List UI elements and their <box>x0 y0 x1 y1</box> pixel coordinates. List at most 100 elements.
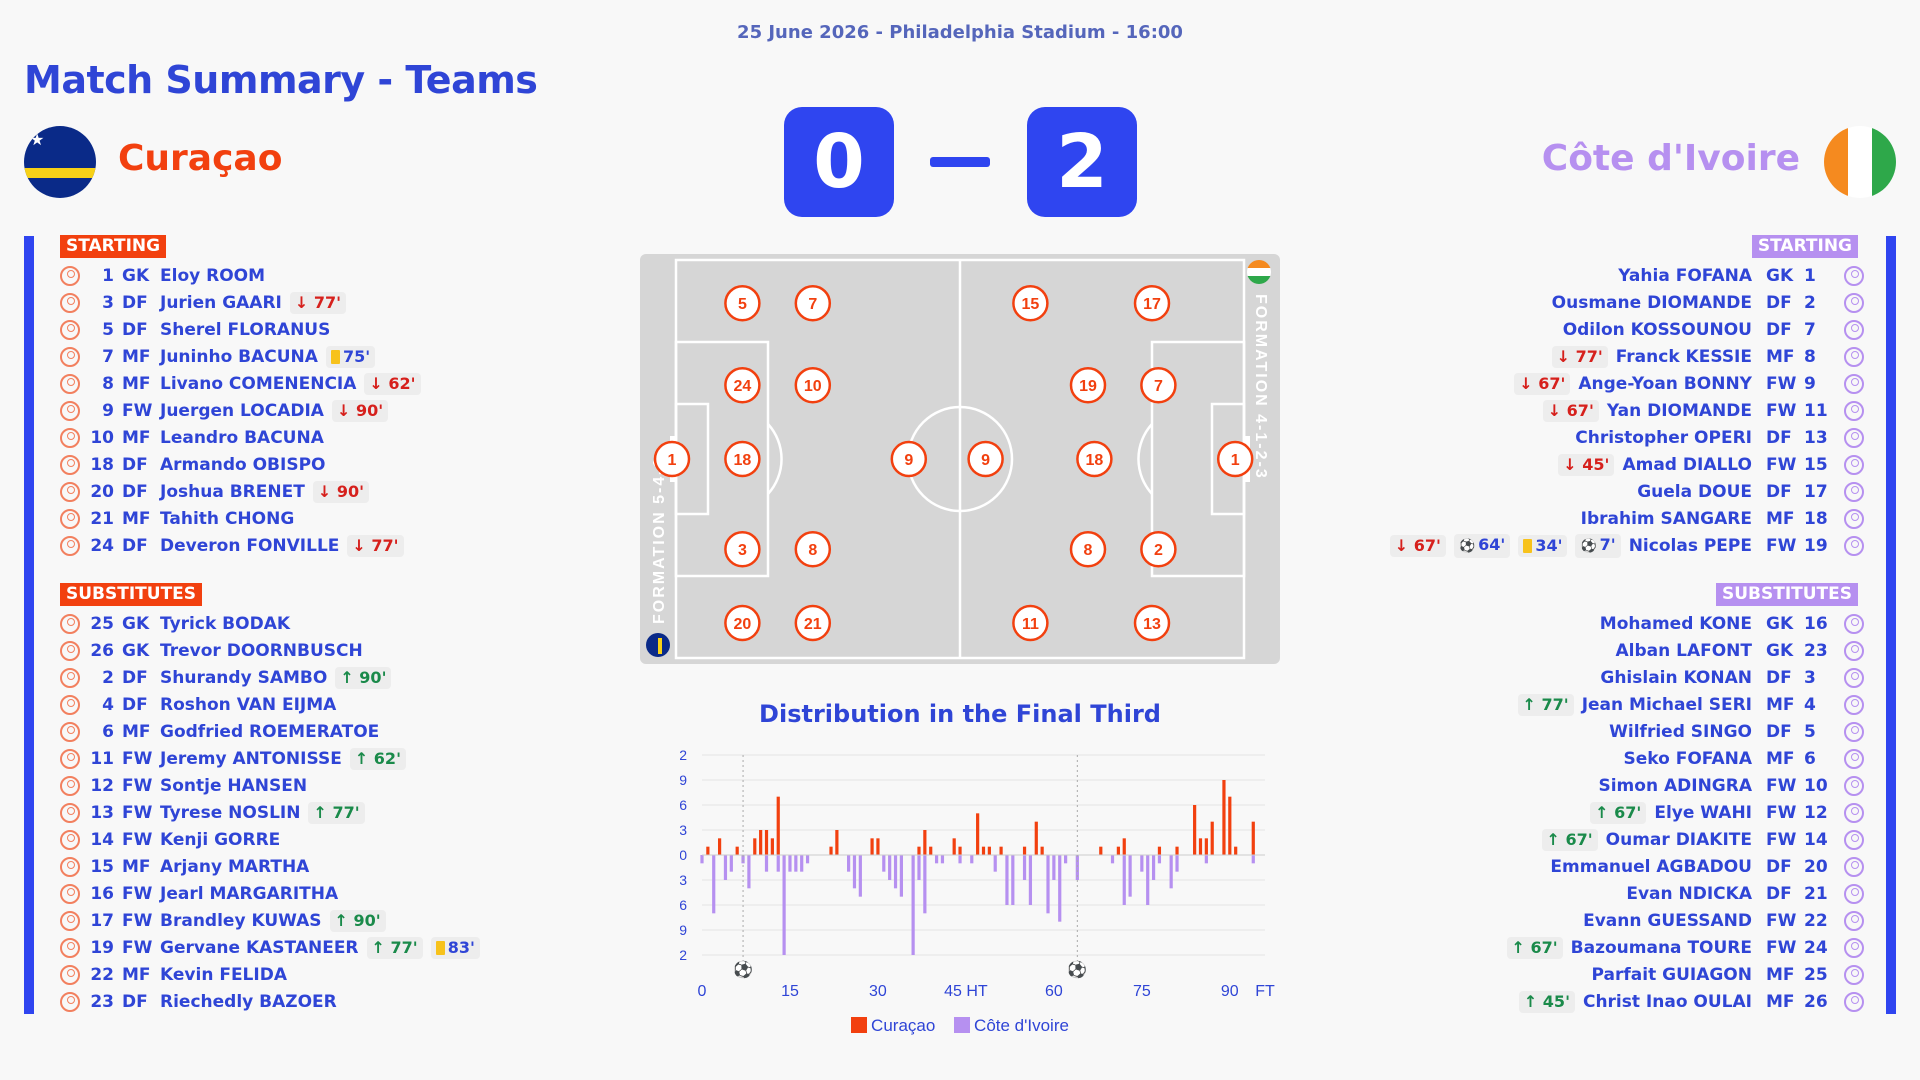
player-row[interactable]: Wilfried SINGO DF 5 <box>1164 718 1864 745</box>
player-row[interactable]: ↑ 67' Elye WAHI FW 12 <box>1164 799 1864 826</box>
player-name: Ibrahim SANGARE <box>1580 508 1752 529</box>
player-row[interactable]: Christopher OPERI DF 13 <box>1164 424 1864 451</box>
player-name: Franck KESSIE <box>1615 346 1752 367</box>
pitch-player-marker[interactable]: 24 <box>724 366 761 404</box>
player-row[interactable]: Simon ADINGRA FW 10 <box>1164 772 1864 799</box>
player-row[interactable]: Evann GUESSAND FW 22 <box>1164 907 1864 934</box>
player-row[interactable]: ↑ 67' Bazoumana TOURE FW 24 <box>1164 934 1864 961</box>
pitch-player-marker[interactable]: 5 <box>724 284 761 322</box>
bar-home <box>753 838 757 855</box>
player-number: 19 <box>1804 535 1828 556</box>
pitch-player-marker[interactable]: 13 <box>1133 604 1171 642</box>
player-row[interactable]: Ibrahim SANGARE MF 18 <box>1164 505 1864 532</box>
player-row[interactable]: 11 FW Jeremy ANTONISSE ↑ 62' <box>60 745 760 772</box>
pitch-player-marker[interactable]: 8 <box>794 530 832 568</box>
player-row[interactable]: ↑ 77' Jean Michael SERI MF 4 <box>1164 691 1864 718</box>
player-row[interactable]: 5 DF Sherel FLORANUS <box>60 316 760 343</box>
pitch-player-marker[interactable]: 20 <box>724 604 761 642</box>
player-row[interactable]: Parfait GUIAGON MF 25 <box>1164 961 1864 988</box>
pitch-player-marker[interactable]: 15 <box>1012 284 1049 322</box>
pitch-player-marker[interactable]: 2 <box>1140 530 1177 568</box>
legend-label-away: Côte d'Ivoire <box>974 1016 1069 1035</box>
player-avatar-icon <box>60 694 80 715</box>
player-row[interactable]: Ghislain KONAN DF 3 <box>1164 664 1864 691</box>
player-row[interactable]: Mohamed KONE GK 16 <box>1164 610 1864 637</box>
player-avatar-icon <box>60 775 80 796</box>
player-row[interactable]: 24 DF Deveron FONVILLE ↓ 77' <box>60 532 760 559</box>
player-row[interactable]: Evan NDICKA DF 21 <box>1164 880 1864 907</box>
player-row[interactable]: ↓ 67' Ange-Yoan BONNY FW 9 <box>1164 370 1864 397</box>
player-row[interactable]: 17 FW Brandley KUWAS ↑ 90' <box>60 907 760 934</box>
player-row[interactable]: 25 GK Tyrick BODAK <box>60 610 760 637</box>
page-title: Match Summary - Teams <box>24 58 538 102</box>
pitch-player-marker[interactable]: 8 <box>1069 530 1107 568</box>
player-row[interactable]: 7 MF Juninho BACUNA 75' <box>60 343 760 370</box>
event-minute: 90' <box>359 667 387 687</box>
player-name: Ousmane DIOMANDE <box>1551 292 1752 313</box>
player-position: DF <box>122 292 148 313</box>
bar-away <box>940 855 945 864</box>
event-out-badge: ↓ 67' <box>1514 372 1571 395</box>
home-starting-label: STARTING <box>60 235 167 258</box>
player-row[interactable]: ↓ 67' Yan DIOMANDE FW 11 <box>1164 397 1864 424</box>
player-row[interactable]: 23 DF Riechedly BAZOER <box>60 988 760 1015</box>
player-row[interactable]: 22 MF Kevin FELIDA <box>60 961 760 988</box>
player-row[interactable]: 19 FW Gervane KASTANEER ↑ 77' 83' <box>60 934 760 961</box>
pitch-player-marker[interactable]: 21 <box>794 604 832 642</box>
player-row[interactable]: 6 MF Godfried ROEMERATOE <box>60 718 760 745</box>
player-row[interactable]: 12 FW Sontje HANSEN <box>60 772 760 799</box>
player-name: Jearl MARGARITHA <box>160 883 339 904</box>
pitch-player-marker[interactable]: 1 <box>1216 440 1254 478</box>
pitch-player-marker[interactable]: 3 <box>724 530 761 568</box>
player-name: Joshua BRENET <box>160 481 305 502</box>
player-name: Christ Inao OULAI <box>1582 991 1752 1012</box>
player-row[interactable]: 26 GK Trevor DOORNBUSCH <box>60 637 760 664</box>
pitch-player-marker[interactable]: 7 <box>1140 366 1177 404</box>
player-row[interactable]: 1 GK Eloy ROOM <box>60 262 760 289</box>
player-row[interactable]: ↓ 45' Amad DIALLO FW 15 <box>1164 451 1864 478</box>
player-avatar-icon <box>1844 856 1864 877</box>
player-row[interactable]: 3 DF Jurien GAARI ↓ 77' <box>60 289 760 316</box>
pitch-player-marker[interactable]: 10 <box>794 366 832 404</box>
pitch-player-marker[interactable]: 11 <box>1012 604 1049 642</box>
player-row[interactable]: ↑ 45' Christ Inao OULAI MF 26 <box>1164 988 1864 1015</box>
player-row[interactable]: Emmanuel AGBADOU DF 20 <box>1164 853 1864 880</box>
player-row[interactable]: 16 FW Jearl MARGARITHA <box>60 880 760 907</box>
pitch-player-marker[interactable]: 9 <box>967 440 1004 478</box>
player-row[interactable]: Odilon KOSSOUNOU DF 7 <box>1164 316 1864 343</box>
player-row[interactable]: Yahia FOFANA GK 1 <box>1164 262 1864 289</box>
player-row[interactable]: ↑ 67' Oumar DIAKITE FW 14 <box>1164 826 1864 853</box>
player-number: 5 <box>102 319 114 340</box>
player-row[interactable]: Guela DOUE DF 17 <box>1164 478 1864 505</box>
player-position: FW <box>122 910 153 931</box>
pitch-player-number: 18 <box>1086 452 1104 469</box>
player-row[interactable]: 13 FW Tyrese NOSLIN ↑ 77' <box>60 799 760 826</box>
player-row[interactable]: 10 MF Leandro BACUNA <box>60 424 760 451</box>
player-row[interactable]: 2 DF Shurandy SAMBO ↑ 90' <box>60 664 760 691</box>
pitch-player-marker[interactable]: 18 <box>1076 440 1113 478</box>
player-row[interactable]: 20 DF Joshua BRENET ↓ 90' <box>60 478 760 505</box>
pitch-player-marker[interactable]: 7 <box>794 284 832 322</box>
player-row[interactable]: ↓ 67' ⚽ 64' 34' ⚽ 7' Nicolas PEPE FW 19 <box>1164 532 1864 559</box>
player-row[interactable]: 18 DF Armando OBISPO <box>60 451 760 478</box>
player-row[interactable]: 15 MF Arjany MARTHA <box>60 853 760 880</box>
bar-away <box>858 855 862 897</box>
player-row[interactable]: 4 DF Roshon VAN EIJMA <box>60 691 760 718</box>
player-row[interactable]: 14 FW Kenji GORRE <box>60 826 760 853</box>
player-row[interactable]: Ousmane DIOMANDE DF 2 <box>1164 289 1864 316</box>
pitch-player-marker[interactable]: 1 <box>653 440 691 478</box>
player-row[interactable]: Alban LAFONT GK 23 <box>1164 637 1864 664</box>
player-row[interactable]: 8 MF Livano COMENENCIA ↓ 62' <box>60 370 760 397</box>
player-row[interactable]: 9 FW Juergen LOCADIA ↓ 90' <box>60 397 760 424</box>
bar-home <box>999 846 1003 855</box>
pitch-player-marker[interactable]: 17 <box>1133 284 1171 322</box>
player-row[interactable]: ↓ 77' Franck KESSIE MF 8 <box>1164 343 1864 370</box>
pitch-player-marker[interactable]: 9 <box>890 440 928 478</box>
pitch-player-marker[interactable]: 18 <box>724 440 761 478</box>
pitch-player-marker[interactable]: 19 <box>1069 366 1107 404</box>
player-row[interactable]: 21 MF Tahith CHONG <box>60 505 760 532</box>
player-number: 23 <box>90 991 114 1012</box>
player-number: 23 <box>1804 640 1828 661</box>
player-number: 11 <box>90 748 114 769</box>
player-row[interactable]: Seko FOFANA MF 6 <box>1164 745 1864 772</box>
